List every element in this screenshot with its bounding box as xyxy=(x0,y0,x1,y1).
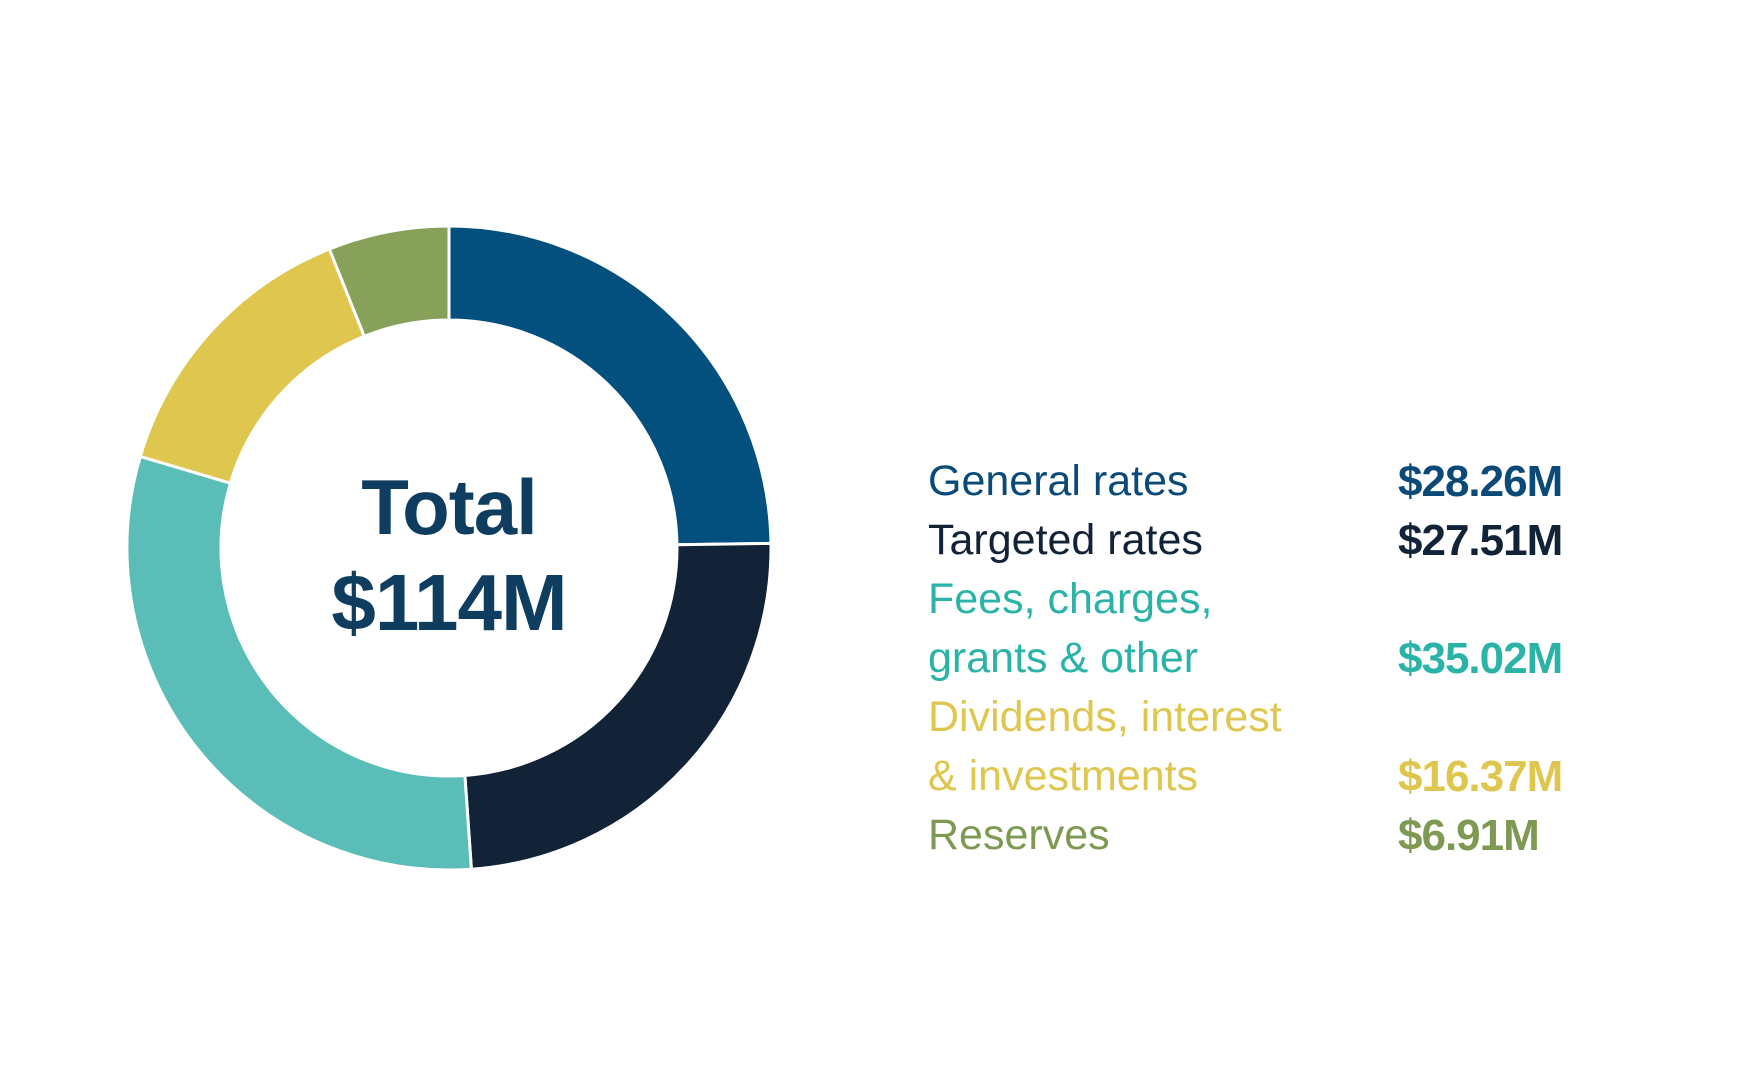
legend-item-reserves: Reserves $6.91M xyxy=(928,806,1648,865)
legend-value: $28.26M xyxy=(1398,457,1563,506)
donut-center-total: $114M xyxy=(331,558,567,647)
donut-slice-3 xyxy=(125,454,474,872)
chart-legend: General rates $28.26M Targeted rates $27… xyxy=(928,452,1648,865)
legend-item-targeted-rates: Targeted rates $27.51M xyxy=(928,511,1648,570)
legend-item-fees-charges: Fees, charges, grants & other $35.02M xyxy=(928,570,1648,688)
donut-slice-1 xyxy=(447,224,773,547)
legend-label: Reserves xyxy=(928,811,1110,859)
legend-label: General rates xyxy=(928,457,1189,505)
donut-chart xyxy=(125,224,773,872)
donut-center-title: Total xyxy=(361,463,538,551)
legend-value: $6.91M xyxy=(1398,811,1540,860)
donut-slice-4 xyxy=(138,247,367,485)
donut-slice-2 xyxy=(463,541,773,871)
legend-label: Targeted rates xyxy=(928,516,1203,564)
legend-item-general-rates: General rates $28.26M xyxy=(928,452,1648,511)
legend-item-dividends-interest: Dividends, interest & investments $16.37… xyxy=(928,688,1648,806)
legend-label: Dividends, interest & investments xyxy=(928,693,1282,800)
legend-value: $27.51M xyxy=(1398,516,1563,565)
donut-slice-5 xyxy=(327,224,451,339)
legend-label: Fees, charges, grants & other xyxy=(928,575,1213,682)
legend-value: $35.02M xyxy=(1398,634,1563,683)
legend-value: $16.37M xyxy=(1398,752,1563,801)
